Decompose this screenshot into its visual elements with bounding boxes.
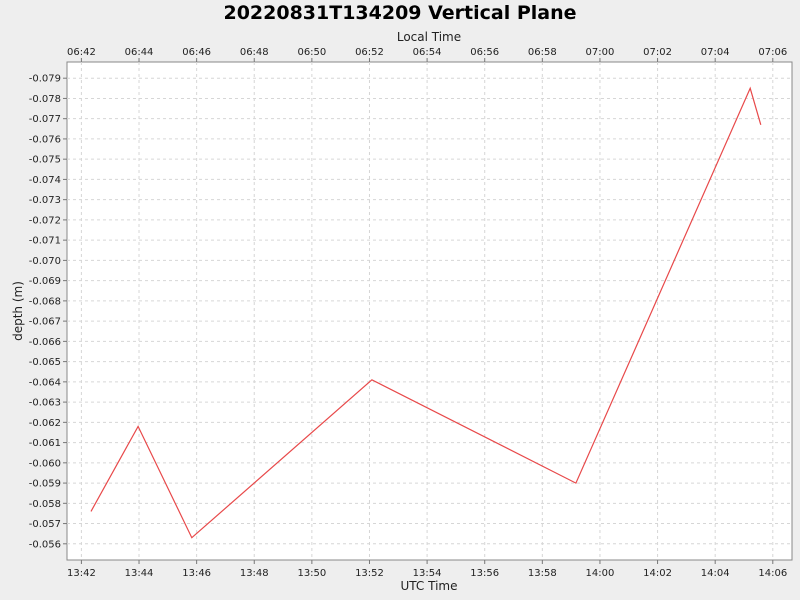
y-tick-label: -0.074 (29, 175, 61, 186)
x-tick-label: 13:52 (355, 568, 384, 579)
series-layer (90, 86, 762, 539)
y-tick-label: -0.065 (29, 357, 61, 368)
x2-tick-label: 07:06 (758, 47, 787, 58)
y-tick-label: -0.060 (29, 458, 61, 469)
y-tick-label: -0.079 (29, 74, 61, 85)
series-line (90, 86, 762, 539)
x2-tick-label: 06:48 (240, 47, 269, 58)
y-tick-label: -0.068 (29, 296, 61, 307)
x2-tick-label: 06:54 (413, 47, 442, 58)
x-tick-label: 14:00 (586, 568, 615, 579)
x2-tick-label: 06:50 (297, 47, 326, 58)
x-tick-label: 13:42 (67, 568, 96, 579)
chart-title: 20220831T134209 Vertical Plane (223, 2, 576, 24)
x2-tick-label: 06:56 (470, 47, 499, 58)
y-tick-label: -0.061 (29, 438, 61, 449)
y-tick-label: -0.078 (29, 94, 61, 105)
y-tick-label: -0.071 (29, 236, 61, 247)
x2-tick-label: 06:44 (125, 47, 154, 58)
y-tick-label: -0.070 (29, 256, 61, 267)
y-tick-label: -0.062 (29, 418, 61, 429)
x-tick-label: 14:02 (643, 568, 672, 579)
x2-tick-label: 06:46 (182, 47, 211, 58)
x2-tick-label: 07:04 (701, 47, 730, 58)
y-tick-label: -0.063 (29, 398, 61, 409)
y-tick-label: -0.064 (29, 377, 61, 388)
grid (67, 62, 792, 560)
x-tick-label: 13:48 (240, 568, 269, 579)
y-axis-label: depth (m) (11, 281, 25, 341)
ticks: -0.079 -0.078 -0.077 -0.076 -0.075 -0.074 -0.0… (29, 47, 787, 579)
y-tick-label: -0.058 (29, 499, 61, 510)
x-tick-label: 14:04 (701, 568, 730, 579)
y-tick-label: -0.056 (29, 539, 61, 550)
x2-tick-label: 07:02 (643, 47, 672, 58)
y-tick-label: -0.076 (29, 134, 61, 145)
x2-tick-label: 06:58 (528, 47, 557, 58)
y-tick-label: -0.073 (29, 195, 61, 206)
x-tick-label: 13:46 (182, 568, 211, 579)
y-tick-label: -0.066 (29, 337, 61, 348)
y-tick-label: -0.072 (29, 215, 61, 226)
x2-tick-label: 07:00 (586, 47, 615, 58)
y-tick-label: -0.057 (29, 519, 61, 530)
y-tick-label: -0.077 (29, 114, 61, 125)
x-tick-label: 13:56 (470, 568, 499, 579)
plot-area (66, 61, 793, 561)
x2-tick-label: 06:52 (355, 47, 384, 58)
x2-axis-label: Local Time (397, 30, 461, 44)
x-tick-label: 13:50 (297, 568, 326, 579)
x-tick-label: 13:58 (528, 568, 557, 579)
x-axis-label: UTC Time (401, 579, 458, 593)
x2-tick-label: 06:42 (67, 47, 96, 58)
y-tick-label: -0.069 (29, 276, 61, 287)
y-tick-label: -0.059 (29, 479, 61, 490)
x-tick-label: 13:44 (125, 568, 154, 579)
y-tick-label: -0.075 (29, 155, 61, 166)
x-tick-label: 14:06 (758, 568, 787, 579)
x-tick-label: 13:54 (413, 568, 442, 579)
y-tick-label: -0.067 (29, 317, 61, 328)
